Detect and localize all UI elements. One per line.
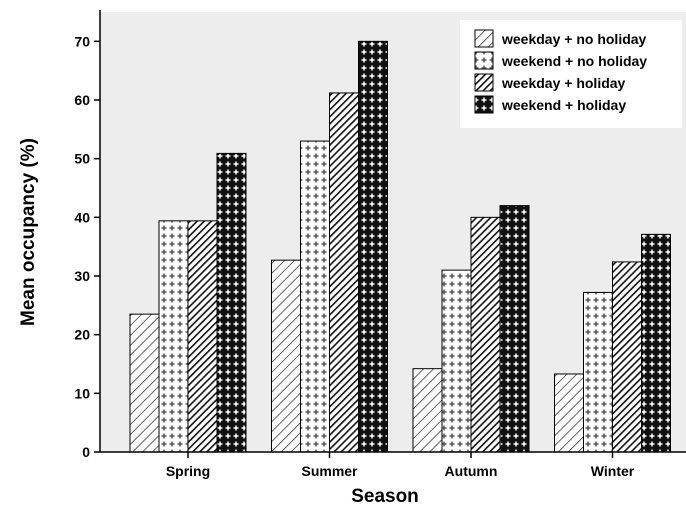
y-tick-label-70: 70	[74, 33, 90, 49]
x-tick-label-autumn: Autumn	[445, 463, 498, 479]
bar-winter-weekend-holiday	[641, 233, 671, 453]
legend-label-weekday-no-holiday: weekday + no holiday	[501, 31, 647, 47]
y-tick-label-40: 40	[74, 209, 90, 225]
x-tick-label-summer: Summer	[301, 463, 358, 479]
bar-winter-weekday-no-holiday	[554, 373, 584, 453]
bar-winter-weekday-holiday	[612, 261, 642, 453]
bar-spring-weekday-holiday	[187, 220, 218, 453]
bar-autumn-weekday-no-holiday	[412, 368, 443, 453]
bar-spring-weekend-holiday	[216, 152, 247, 453]
legend-label-weekday-holiday: weekday + holiday	[501, 75, 626, 91]
bar-summer-weekday-holiday	[329, 92, 359, 453]
legend: weekday + no holiday weekend + no holiday…	[460, 20, 682, 128]
bar-summer-weekday-no-holiday	[271, 259, 301, 453]
x-tick-label-spring: Spring	[166, 463, 210, 479]
legend-box	[460, 20, 682, 128]
bar-summer-weekend-no-holiday	[300, 140, 330, 453]
bar-summer-weekend-holiday	[358, 40, 388, 453]
bar-autumn-weekend-no-holiday	[441, 269, 472, 453]
y-tick-label-60: 60	[74, 92, 90, 108]
bar-autumn-weekday-holiday	[470, 216, 501, 453]
y-tick-label-0: 0	[82, 444, 90, 460]
bar-spring-weekday-no-holiday	[129, 313, 160, 453]
legend-swatch-weekend-no-holiday	[474, 51, 494, 70]
legend-swatch-weekday-no-holiday	[474, 29, 494, 48]
legend-label-weekend-holiday: weekend + holiday	[501, 97, 626, 113]
bars	[129, 40, 671, 453]
x-axis-title: Season	[351, 486, 419, 506]
legend-swatch-weekend-holiday	[474, 95, 494, 114]
legend-swatch-weekday-holiday	[474, 73, 494, 92]
bar-autumn-weekend-holiday	[499, 205, 530, 453]
y-tick-label-20: 20	[74, 327, 90, 343]
y-tick-label-30: 30	[74, 268, 90, 284]
x-tick-label-winter: Winter	[591, 463, 635, 479]
ticks: 0 10 20 30 40 50 60 70 Spring Summer Autumn Winter	[74, 33, 634, 479]
legend-label-weekend-no-holiday: weekend + no holiday	[501, 53, 647, 69]
y-tick-label-50: 50	[74, 151, 90, 167]
bar-winter-weekend-no-holiday	[583, 291, 613, 453]
y-tick-label-10: 10	[74, 385, 90, 401]
y-axis-title: Mean occupancy (%)	[18, 138, 39, 326]
axes	[99, 10, 686, 453]
bar-spring-weekend-no-holiday	[158, 220, 189, 453]
